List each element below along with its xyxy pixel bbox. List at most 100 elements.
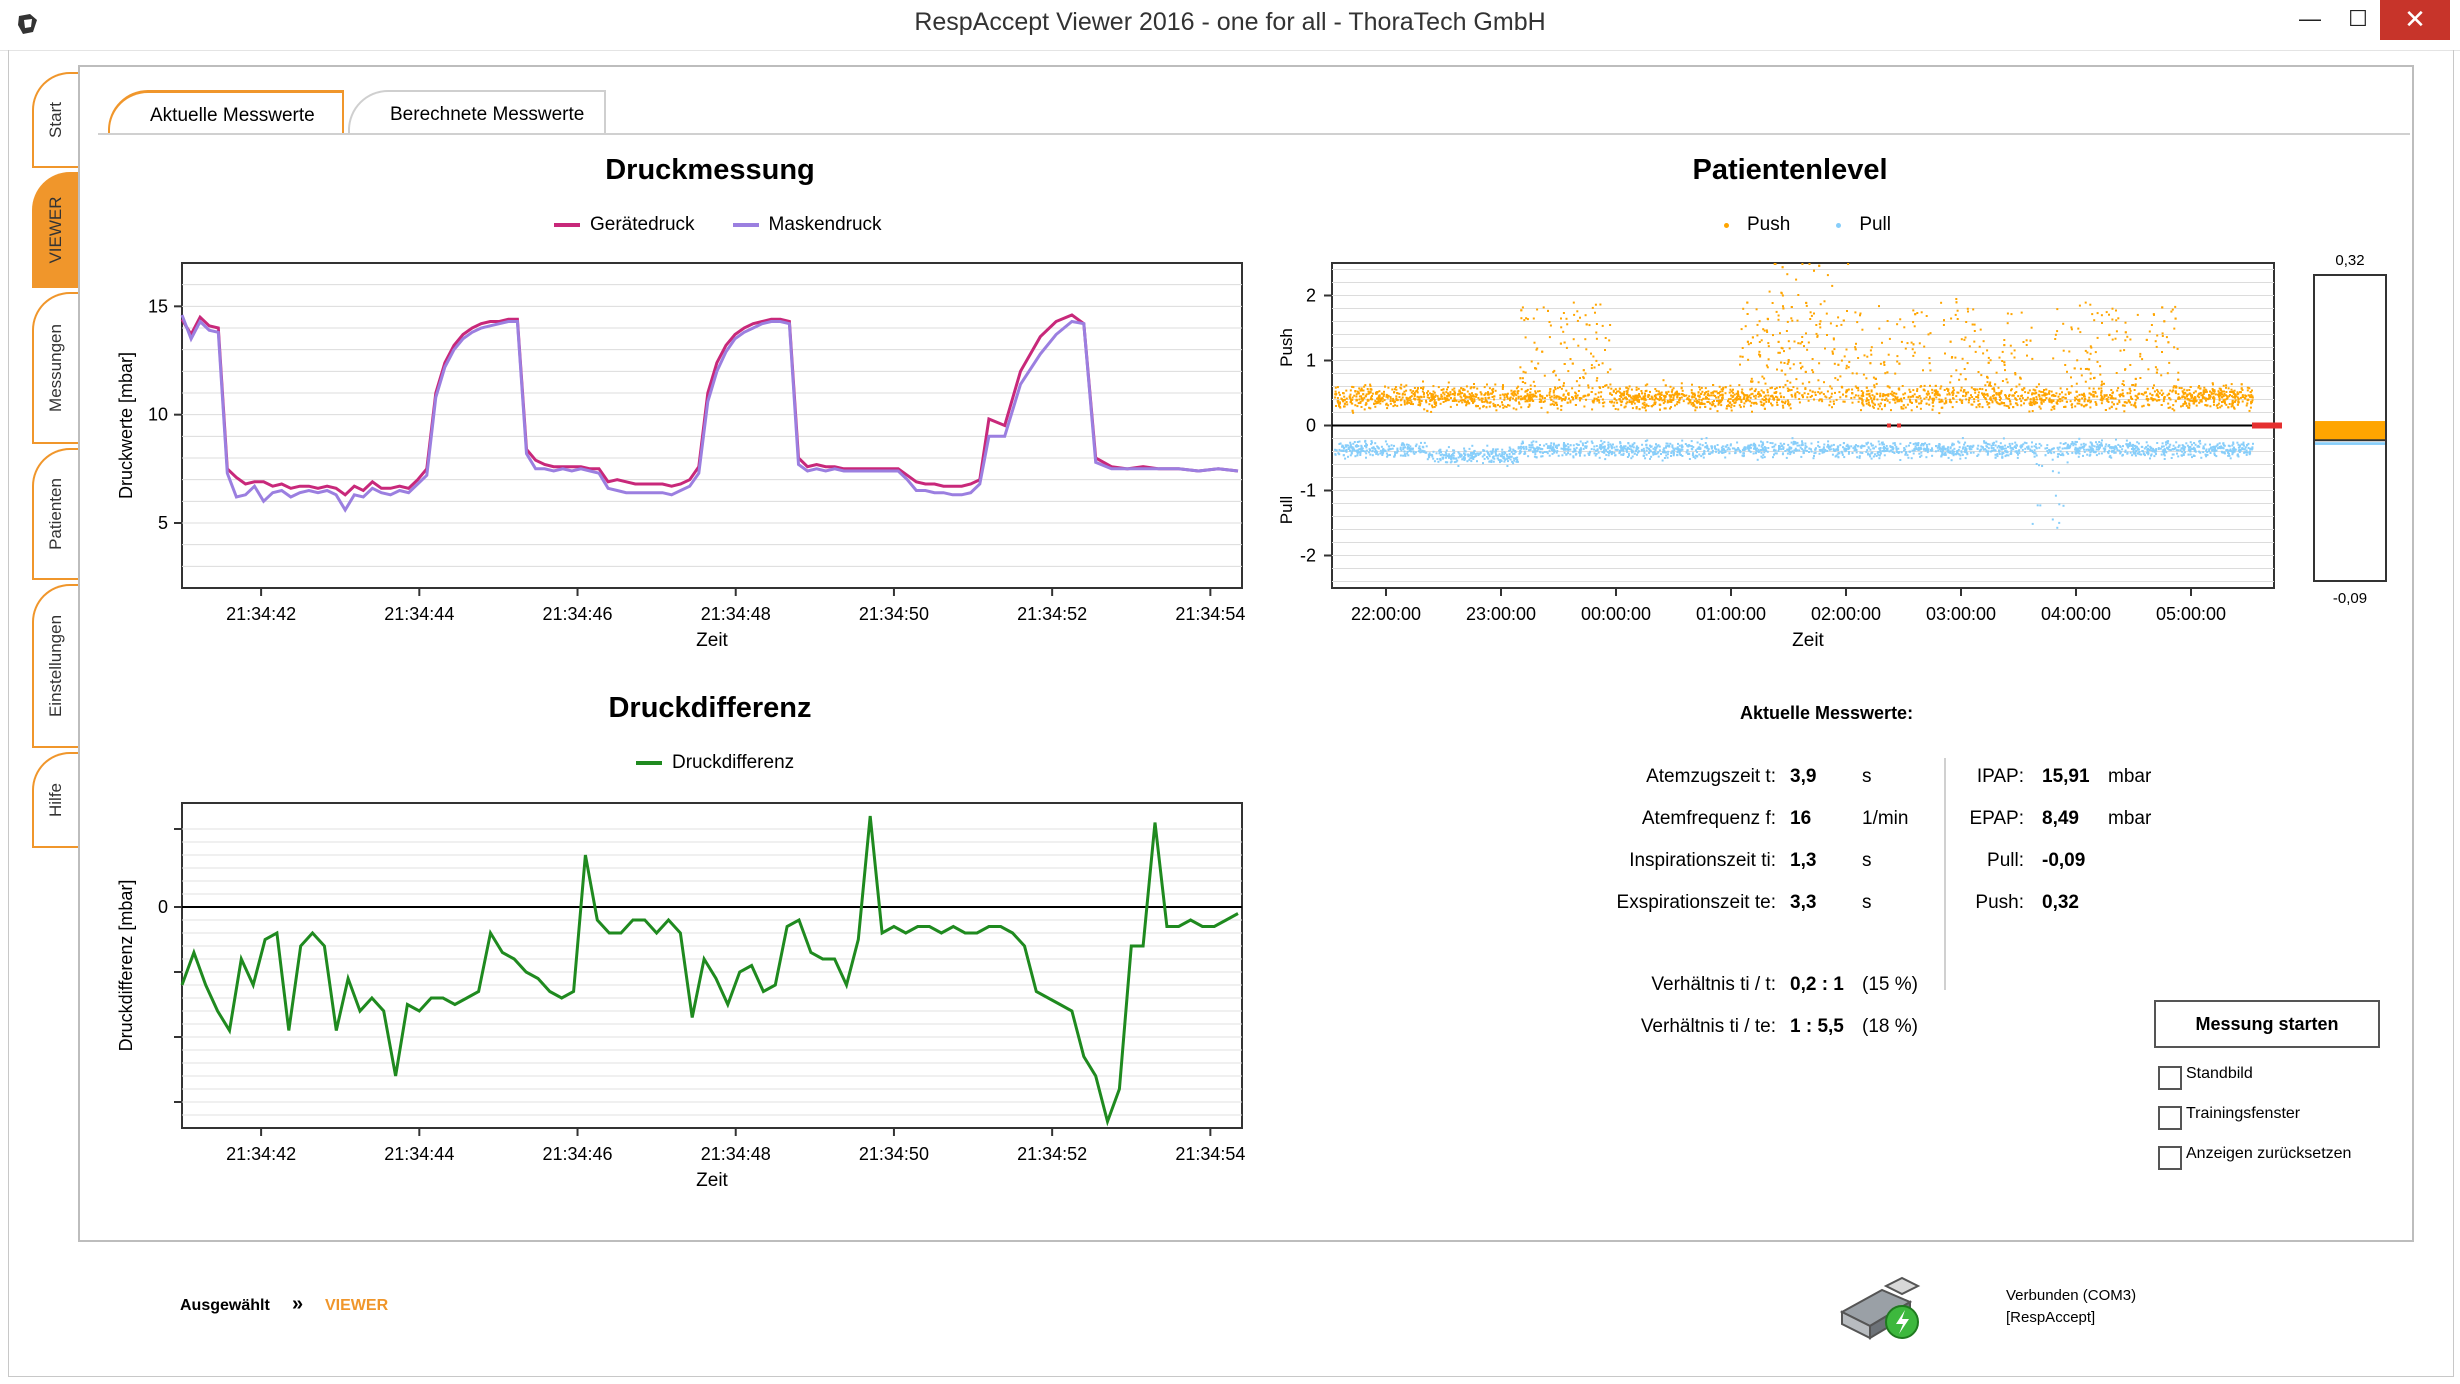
pull-point	[1915, 448, 1918, 451]
push-point	[2073, 367, 2076, 370]
push-point	[2183, 402, 2186, 405]
push-point	[2163, 320, 2166, 323]
pull-point	[1632, 443, 1635, 446]
push-point	[1764, 382, 1767, 385]
push-point	[1475, 395, 1478, 398]
push-point	[1682, 394, 1685, 397]
pull-point	[2046, 450, 2049, 453]
pull-point	[1749, 446, 1752, 449]
push-point	[1457, 400, 1460, 403]
pull-point	[2199, 442, 2202, 445]
pull-point	[1384, 440, 1387, 443]
sidetab-hilfe[interactable]: Hilfe	[32, 752, 78, 848]
push-point	[1435, 404, 1438, 407]
sidetab-label: Patienten	[46, 478, 65, 550]
pull-point	[1841, 452, 1844, 454]
pull-point	[2039, 504, 2042, 507]
push-point	[1758, 393, 1761, 396]
push-point	[1689, 399, 1692, 402]
push-point	[1867, 389, 1870, 392]
push-point	[2212, 383, 2214, 386]
push-point	[2117, 317, 2120, 320]
push-point	[2053, 405, 2056, 408]
push-point	[1567, 392, 1570, 395]
push-point	[2145, 398, 2148, 401]
push-point	[1841, 386, 1844, 389]
push-point	[1749, 388, 1752, 391]
sidetab-patienten[interactable]: Patienten	[32, 448, 78, 580]
push-point	[2115, 407, 2118, 410]
push-point	[1534, 367, 1537, 370]
push-point	[1600, 391, 1603, 394]
sidetab-viewer[interactable]: VIEWER	[32, 172, 78, 288]
push-point	[2079, 331, 2082, 334]
push-point	[1943, 319, 1945, 322]
maximize-button[interactable]: ☐	[2348, 6, 2368, 31]
pull-point	[1703, 450, 1706, 453]
sidetab-start[interactable]: Start	[32, 72, 78, 168]
push-point	[1409, 399, 1412, 402]
push-point	[2223, 400, 2226, 403]
pull-point	[1597, 451, 1600, 454]
push-point	[1804, 387, 1807, 390]
push-point	[1542, 401, 1545, 403]
pull-point	[1672, 447, 1675, 450]
push-point	[1449, 393, 1452, 396]
push-point	[1861, 401, 1864, 404]
push-point	[1807, 341, 1810, 344]
push-point	[1733, 404, 1736, 407]
push-point	[1389, 397, 1392, 400]
push-point	[1778, 386, 1781, 389]
legend-swatch	[732, 223, 759, 227]
close-button[interactable]: ✕	[2380, 0, 2450, 40]
push-point	[1855, 372, 1858, 375]
pull-point	[1837, 445, 1840, 448]
push-point	[1516, 390, 1519, 393]
push-point	[1487, 393, 1490, 396]
tab-aktuelle-messwerte[interactable]: Aktuelle Messwerte	[108, 90, 344, 135]
push-point	[1909, 399, 1912, 402]
push-point	[1734, 401, 1737, 404]
push-point	[1920, 311, 1923, 314]
push-point	[1857, 400, 1860, 403]
push-point	[2248, 387, 2251, 390]
tab-berechnete-messwerte[interactable]: Berechnete Messwerte	[348, 90, 606, 134]
push-point	[2202, 392, 2205, 395]
pull-point	[2075, 441, 2078, 443]
pull-point	[1604, 448, 1607, 451]
pull-point	[2149, 457, 2151, 460]
pull-point	[1944, 453, 1947, 456]
pull-point	[1404, 446, 1406, 449]
pull-point	[1595, 445, 1598, 447]
pull-point	[1867, 446, 1870, 449]
sidetab-einstellungen[interactable]: Einstellungen	[32, 584, 78, 748]
push-point	[1855, 342, 1857, 345]
push-point	[1985, 389, 1987, 392]
push-point	[2220, 404, 2223, 407]
push-point	[1528, 403, 1531, 406]
pull-point	[2095, 446, 2098, 449]
push-point	[1378, 397, 1381, 399]
push-point	[2094, 390, 2097, 393]
push-point	[2153, 313, 2155, 316]
push-point	[2084, 368, 2087, 370]
push-point	[1994, 398, 1997, 401]
pull-point	[2110, 446, 2113, 449]
pull-point	[1961, 453, 1964, 456]
push-point	[1919, 397, 1922, 400]
sidetab-messungen[interactable]: Messungen	[32, 292, 78, 444]
push-point	[1633, 397, 1636, 400]
push-point	[1539, 393, 1542, 396]
push-point	[1615, 399, 1618, 402]
push-point	[1932, 397, 1935, 400]
push-point	[1884, 403, 1886, 406]
push-point	[1818, 387, 1821, 390]
minimize-button[interactable]: —	[2299, 6, 2321, 31]
push-point	[1377, 400, 1380, 403]
push-point	[1927, 390, 1930, 393]
push-point	[2034, 402, 2037, 405]
push-point	[2174, 400, 2177, 403]
push-point	[1751, 392, 1754, 395]
push-point	[1716, 392, 1719, 395]
pull-point	[2012, 448, 2015, 451]
